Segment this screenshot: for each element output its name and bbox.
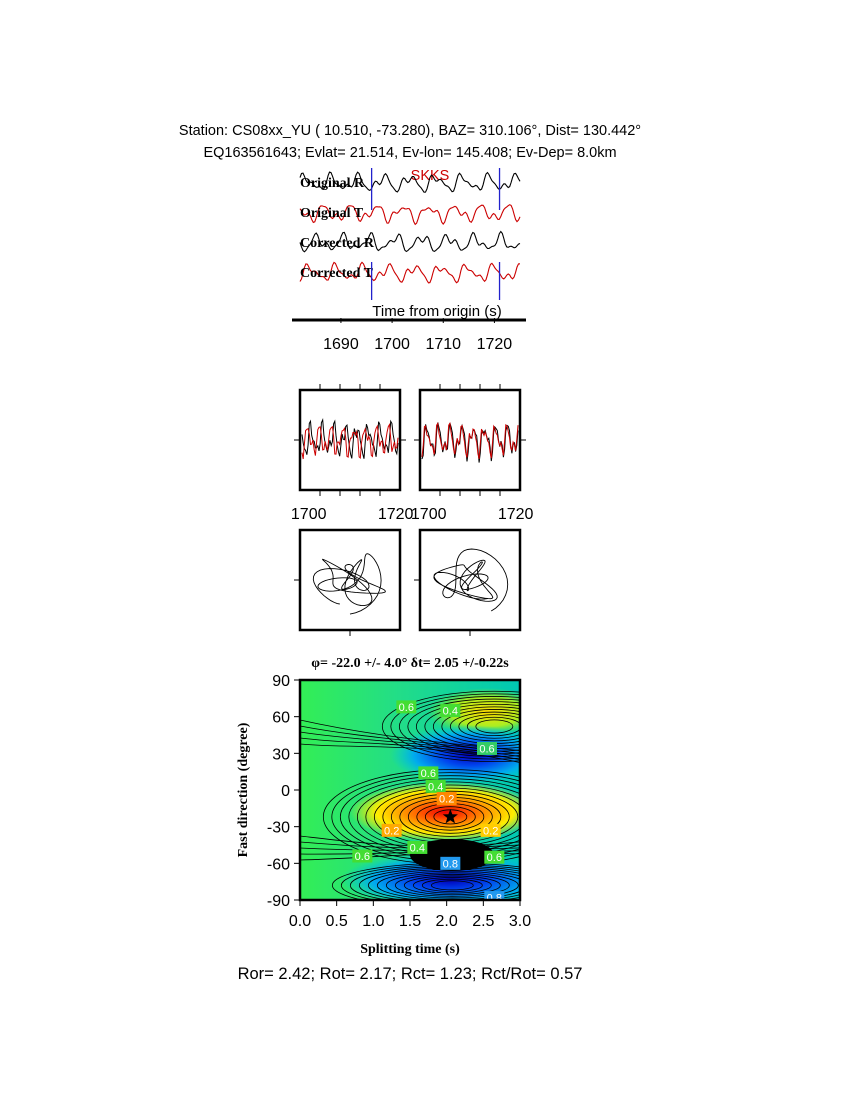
- svg-text:0.6: 0.6: [355, 851, 370, 863]
- event-line: EQ163561643; Evlat= 21.514, Ev-lon= 145.…: [203, 145, 616, 161]
- grid-title: φ= -22.0 +/- 4.0° δt= 2.05 +/-0.22s: [311, 656, 509, 671]
- trace-3: [299, 261, 521, 284]
- grid-xtick-label-1: 0.5: [326, 913, 348, 930]
- contour-label-3: 0.6: [418, 766, 439, 780]
- contour-label-0: 0.6: [396, 700, 417, 714]
- contour-label-11: 0.8: [440, 856, 461, 870]
- contour-label-8: 0.4: [407, 840, 428, 854]
- waveform-subplot-original: 1700 1720: [291, 384, 414, 523]
- grid-ytick-label-2: 30: [272, 746, 290, 763]
- contour-label-1: 0.4: [440, 704, 461, 718]
- best-fit-star: [442, 808, 458, 824]
- contour-label-4: 0.4: [425, 779, 446, 793]
- grid-ytick-label-0: 90: [272, 673, 290, 690]
- grid-xtick-label-0: 0.0: [289, 913, 311, 930]
- grid-ytick-label-3: 0: [281, 783, 290, 800]
- svg-text:0.6: 0.6: [479, 743, 494, 755]
- waveform-tick-label-0-1: 1720: [378, 506, 414, 523]
- svg-text:0.4: 0.4: [410, 842, 425, 854]
- energy-grid: φ= -22.0 +/- 4.0° δt= 2.05 +/-0.22s 0.6 0…: [236, 656, 531, 957]
- svg-text:0.6: 0.6: [399, 702, 414, 714]
- grid-xtick-label-6: 3.0: [509, 913, 531, 930]
- waveform-tick-label-0-0: 1700: [291, 506, 327, 523]
- grid-xlabel: Splitting time (s): [360, 942, 460, 957]
- seismogram-tick-label-0: 1690: [323, 336, 359, 353]
- seismogram-tick-label-1: 1700: [374, 336, 410, 353]
- grid-xtick-label-4: 2.0: [436, 913, 458, 930]
- trace-name-3: Corrected T: [300, 266, 374, 281]
- svg-text:0.8: 0.8: [487, 893, 502, 905]
- contour-label-2: 0.6: [477, 741, 497, 755]
- grid-xtick-label-3: 1.5: [399, 913, 421, 930]
- grid-ytick-label-5: -60: [267, 856, 290, 873]
- trace-0: [299, 171, 521, 193]
- svg-text:0.4: 0.4: [443, 706, 458, 718]
- waveform-subplot-corrected: 1700 1720: [411, 384, 534, 523]
- trace-name-2: Corrected R: [300, 236, 375, 251]
- svg-text:0.2: 0.2: [384, 825, 399, 837]
- trace-2: [299, 230, 521, 253]
- seismogram-xlabel: Time from origin (s): [372, 303, 501, 320]
- svg-text:0.8: 0.8: [443, 858, 458, 870]
- trace-name-1: Original T: [300, 206, 364, 221]
- contour-label-9: 0.6: [352, 849, 373, 863]
- contour-label-5: 0.2: [436, 792, 457, 806]
- grid-ytick-label-1: 60: [272, 710, 290, 727]
- grid-ylabel: Fast direction (degree): [236, 722, 251, 857]
- grid-xtick-label-5: 2.5: [472, 913, 494, 930]
- particle-motion-original: [294, 528, 402, 636]
- seismogram-tick-label-2: 1710: [425, 336, 461, 353]
- station-line: Station: CS08xx_YU ( 10.510, -73.280), B…: [179, 123, 641, 139]
- svg-text:0.6: 0.6: [421, 768, 436, 780]
- svg-text:0.2: 0.2: [483, 825, 498, 837]
- waveform-tick-label-1-1: 1720: [498, 506, 534, 523]
- contour-label-10: 0.6: [484, 850, 505, 864]
- contour-label-12: 0.8: [484, 891, 505, 905]
- seismogram-tick-label-3: 1720: [477, 336, 513, 353]
- trace-name-0: Original R: [300, 176, 365, 191]
- grid-ytick-label-6: -90: [267, 893, 290, 910]
- particle-motion-subplots: [294, 528, 522, 636]
- contour-label-7: 0.2: [480, 823, 501, 837]
- grid-xtick-label-2: 1.0: [362, 913, 384, 930]
- ratios-line: Ror= 2.42; Rot= 2.17; Rct= 1.23; Rct/Rot…: [238, 965, 583, 983]
- waveform-tick-label-1-0: 1700: [411, 506, 447, 523]
- contour-label-6: 0.2: [381, 823, 402, 837]
- grid-ytick-label-4: -30: [267, 820, 290, 837]
- trace-1: [299, 204, 521, 226]
- svg-text:0.6: 0.6: [487, 852, 502, 864]
- particle-motion-corrected: [414, 528, 522, 636]
- svg-text:0.4: 0.4: [428, 781, 443, 793]
- svg-text:0.2: 0.2: [439, 794, 454, 806]
